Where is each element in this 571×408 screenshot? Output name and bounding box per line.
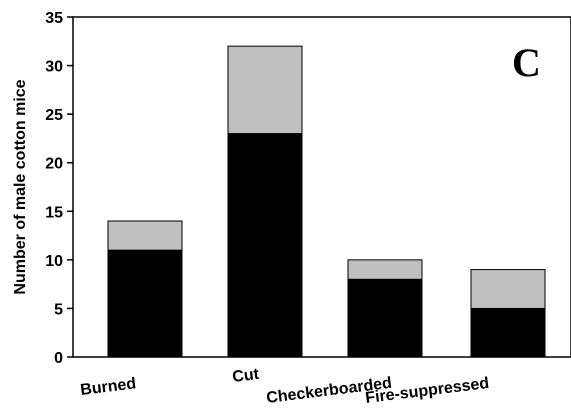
- bars: [107, 45, 546, 358]
- bar-burned-segment-1: [107, 249, 183, 358]
- bar-checkerboarded-segment-1: [347, 278, 423, 358]
- bar-cut-segment-2: [227, 45, 303, 135]
- bar-checkerboarded-segment-2: [347, 259, 423, 280]
- plot-frame: [72, 16, 571, 358]
- y-tick-label: 35: [45, 10, 63, 27]
- bar-burned-segment-2: [107, 220, 183, 251]
- panel-letter: C: [512, 40, 541, 85]
- bar-cut-segment-1: [227, 133, 303, 358]
- bar-fire-suppressed-segment-1: [470, 307, 546, 358]
- y-axis-title: Number of male cotton mice: [12, 79, 29, 294]
- y-tick-label: 5: [54, 301, 63, 318]
- y-axis-ticks: 0 5 10 15 20 25 30 35: [45, 10, 73, 367]
- y-tick-label: 20: [45, 156, 63, 173]
- y-tick-label: 25: [45, 107, 63, 124]
- x-tick-label: Cut: [231, 366, 260, 386]
- y-tick-label: 30: [45, 59, 63, 76]
- y-tick-label: 10: [45, 253, 63, 270]
- y-tick-label: 15: [45, 204, 63, 221]
- bar-fire-suppressed-segment-2: [470, 269, 546, 309]
- x-tick-label: Burned: [79, 375, 137, 399]
- y-tick-label: 0: [54, 350, 63, 367]
